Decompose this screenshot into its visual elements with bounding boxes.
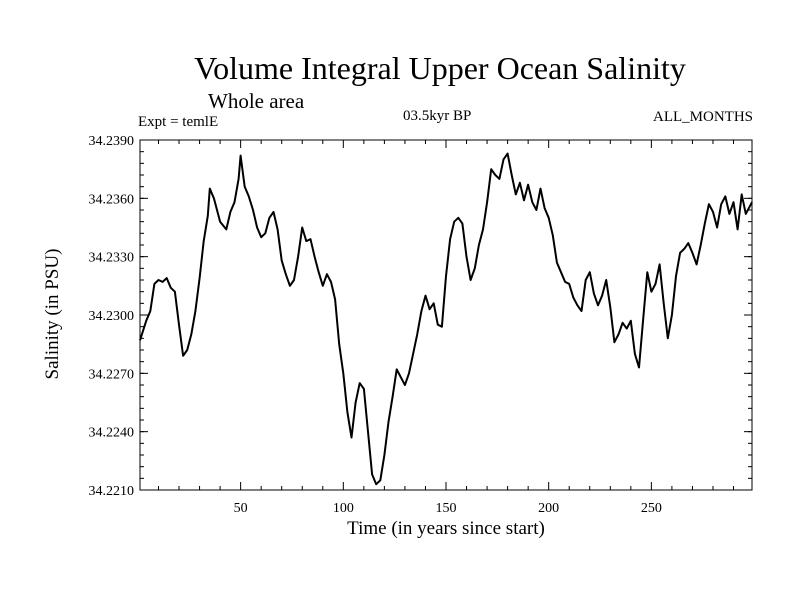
y-axis-label: Salinity (in PSU)	[42, 248, 63, 380]
y-tick-label: 34.2390	[89, 134, 135, 149]
x-axis-label: Time (in years since start)	[347, 518, 545, 539]
y-tick-label: 34.2270	[89, 367, 135, 382]
chart-title: Volume Integral Upper Ocean Salinity	[194, 50, 686, 86]
x-tick-label: 150	[436, 501, 457, 516]
x-tick-label: 200	[538, 501, 559, 516]
y-tick-label: 34.2360	[89, 192, 135, 207]
chart-subtitle: Whole area	[208, 89, 305, 113]
plot-frame	[139, 139, 753, 491]
period-label: 03.5kyr BP	[403, 108, 472, 124]
x-tick-label: 100	[333, 501, 354, 516]
x-tick-label: 50	[234, 501, 248, 516]
months-label: ALL_MONTHS	[653, 109, 753, 125]
x-tick-label: 250	[641, 501, 662, 516]
y-tick-label: 34.2240	[89, 426, 135, 441]
y-tick-label: 34.2210	[89, 484, 135, 499]
experiment-label: Expt = temlE	[138, 114, 219, 130]
x-axis-ticks: 50 100 150 200 250	[157, 140, 735, 516]
y-tick-label: 34.2300	[89, 309, 135, 324]
salinity-series-line	[139, 152, 753, 486]
y-tick-label: 34.2330	[89, 251, 135, 266]
